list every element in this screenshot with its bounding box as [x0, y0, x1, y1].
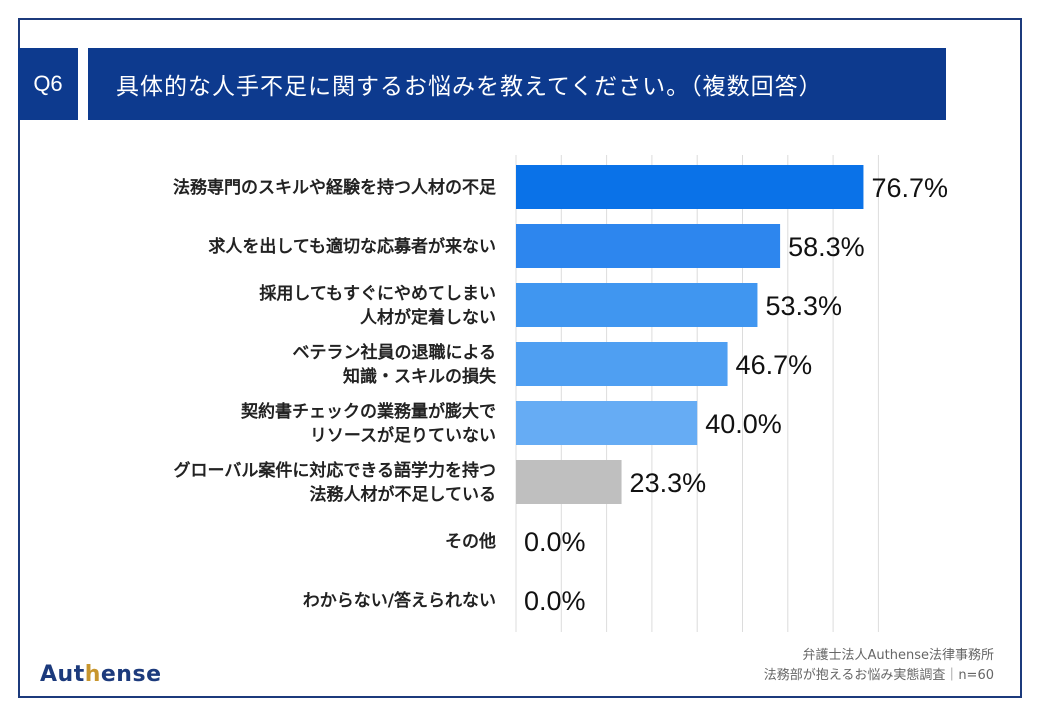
value-label: 23.3%	[630, 468, 707, 498]
logo-text-start: Aut	[40, 662, 85, 687]
category-label: 法務人材が不足している	[310, 484, 497, 505]
category-label: その他	[445, 531, 496, 552]
source-note: 弁護士法人Authense法律事務所 法務部が抱えるお悩み実態調査｜n=60	[764, 646, 994, 686]
bar	[516, 283, 758, 327]
category-label: 人材が定着しない	[360, 307, 496, 328]
authense-logo: Authense	[40, 662, 162, 687]
category-label: 契約書チェックの業務量が膨大で	[240, 401, 496, 422]
logo-accent-letter: h	[84, 662, 101, 687]
category-label: 法務専門のスキルや経験を持つ人材の不足	[173, 177, 496, 198]
chart-title: 具体的な人手不足に関するお悩みを教えてください。（複数回答）	[116, 74, 823, 100]
category-label: わからない/答えられない	[303, 590, 496, 611]
category-label: 知識・スキルの損失	[342, 366, 497, 387]
bar	[516, 460, 622, 504]
value-label: 40.0%	[705, 409, 782, 439]
category-label: 求人を出しても適切な応募者が来ない	[208, 236, 496, 257]
question-number: Q6	[33, 71, 63, 96]
bar	[516, 165, 864, 209]
value-label: 0.0%	[524, 586, 586, 616]
question-number-badge: Q6	[18, 48, 78, 120]
category-labels: 法務専門のスキルや経験を持つ人材の不足求人を出しても適切な応募者が来ない採用して…	[173, 177, 497, 611]
source-line-2: 法務部が抱えるお悩み実態調査｜n=60	[763, 668, 994, 683]
category-label: ベテラン社員の退職による	[293, 342, 497, 363]
bar	[516, 401, 698, 445]
bar	[516, 224, 781, 268]
value-labels: 76.7%58.3% 53.3% 46.7% 40.0% 23.3% 0.0% 0.0%	[524, 173, 948, 616]
bars	[516, 165, 864, 504]
value-label: 76.7%	[871, 173, 948, 203]
title-banner: 具体的な人手不足に関するお悩みを教えてください。（複数回答）	[88, 48, 946, 120]
category-label: 採用してもすぐにやめてしまい	[259, 283, 496, 304]
bar	[516, 342, 728, 386]
category-label: リソースが足りていない	[310, 425, 496, 446]
source-line-1: 弁護士法人Authense法律事務所	[802, 648, 994, 663]
chart-frame	[18, 18, 1022, 698]
value-label: 46.7%	[736, 350, 813, 380]
logo-text-end: ense	[100, 662, 162, 687]
category-label: グローバル案件に対応できる語学力を持つ	[174, 460, 497, 481]
value-label: 0.0%	[524, 527, 586, 557]
value-label: 53.3%	[765, 291, 842, 321]
value-label: 58.3%	[788, 232, 865, 262]
